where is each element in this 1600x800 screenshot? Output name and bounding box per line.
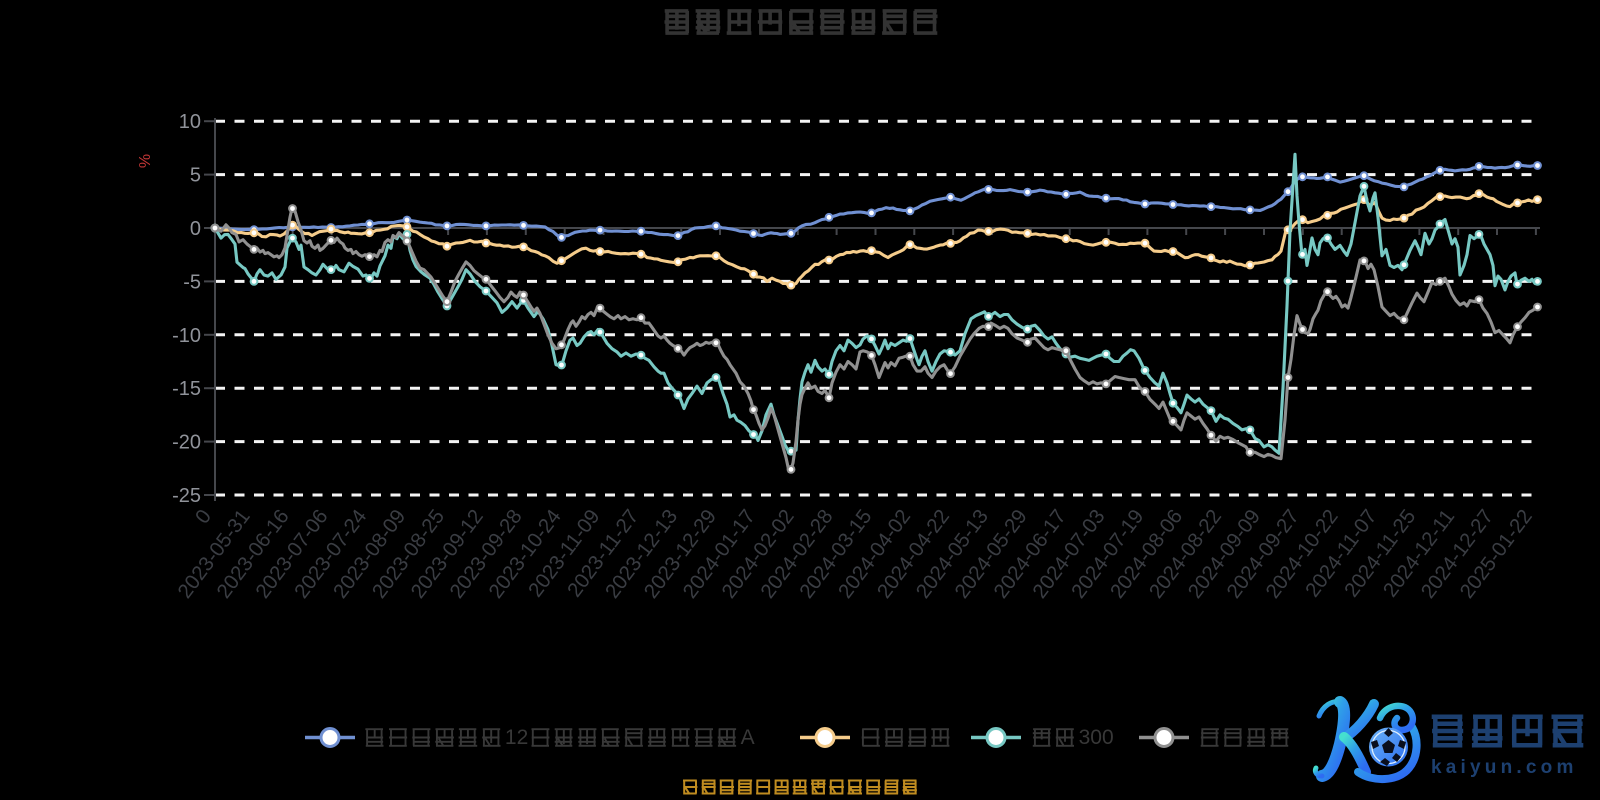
svg-text:kaiyun.com: kaiyun.com — [1431, 757, 1578, 778]
svg-text:300: 300 — [1079, 726, 1114, 749]
svg-text:%: % — [137, 154, 154, 168]
svg-text:-15: -15 — [172, 378, 201, 400]
svg-text:-25: -25 — [172, 485, 201, 507]
svg-text:A: A — [741, 726, 755, 749]
svg-text:-5: -5 — [183, 271, 201, 293]
svg-text:0: 0 — [190, 218, 201, 240]
svg-text:-20: -20 — [172, 432, 201, 454]
svg-text:12: 12 — [505, 726, 528, 749]
svg-text:-10: -10 — [172, 325, 201, 347]
svg-text:10: 10 — [179, 111, 201, 133]
svg-text:5: 5 — [190, 165, 201, 187]
